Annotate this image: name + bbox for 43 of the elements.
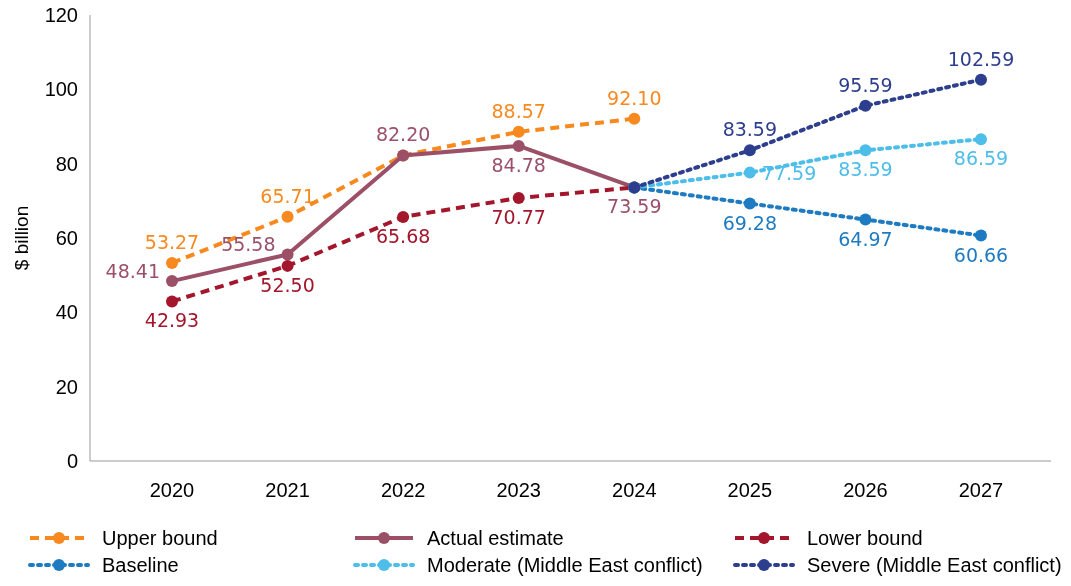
x-tick-label: 2026 (843, 479, 888, 501)
data-label: 70.77 (491, 205, 546, 228)
y-axis-title: $ billion (11, 205, 32, 271)
x-tick-label: 2023 (496, 479, 541, 501)
y-tick-label: 100 (44, 78, 78, 101)
data-label: 55.58 (221, 233, 276, 256)
data-label: 83.59 (838, 158, 893, 181)
data-label: 64.97 (838, 227, 893, 250)
y-tick-label: 20 (55, 375, 78, 398)
legend-label: Lower bound (807, 527, 923, 549)
y-tick-label: 0 (66, 450, 78, 472)
y-tick-label: 40 (55, 301, 78, 324)
data-label: 102.59 (947, 47, 1015, 70)
x-tick-label: 2022 (380, 479, 426, 501)
data-label: 52.50 (260, 273, 315, 296)
legend-label: Moderate (Middle East conflict) (427, 554, 703, 576)
data-label: 73.59 (607, 195, 662, 218)
legend-label: Severe (Middle East conflict) (807, 554, 1062, 576)
x-tick-label: 2024 (612, 479, 657, 501)
x-tick-label: 2020 (149, 479, 195, 501)
x-tick-label: 2025 (727, 479, 773, 501)
data-label: 88.57 (491, 99, 546, 122)
legend-label: Baseline (102, 554, 179, 576)
data-label: 83.59 (722, 118, 778, 141)
x-tick-label: 2027 (958, 479, 1004, 501)
y-tick-label: 60 (55, 227, 78, 249)
data-label: 86.59 (953, 147, 1009, 170)
y-tick-label: 80 (55, 152, 78, 175)
data-label: 65.71 (260, 184, 315, 207)
legend-label: Upper bound (102, 527, 218, 549)
data-label: 82.20 (375, 123, 431, 146)
data-label: 92.10 (607, 86, 662, 109)
data-label: 53.27 (144, 231, 200, 254)
data-label: 69.28 (722, 211, 778, 234)
y-tick-label: 120 (44, 4, 78, 26)
x-tick-label: 2021 (265, 479, 310, 501)
data-label: 48.41 (105, 260, 160, 283)
data-label: 65.68 (375, 224, 431, 247)
data-label: 95.59 (838, 73, 893, 96)
data-label: 42.93 (144, 309, 200, 332)
data-label: 84.78 (491, 153, 546, 176)
legend-label: Actual estimate (427, 527, 564, 549)
data-label: 60.66 (953, 243, 1009, 266)
